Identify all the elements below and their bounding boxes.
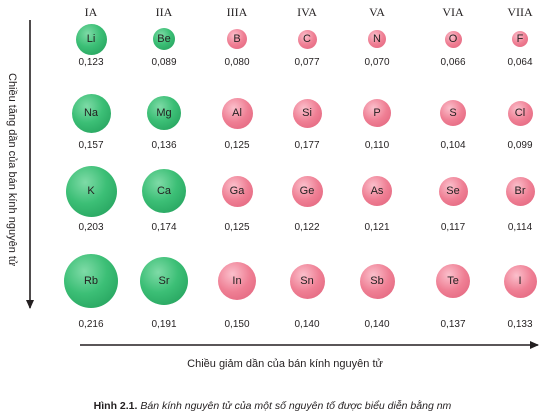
atom-br: Br [505,176,535,206]
atom-si: Si [292,98,322,128]
radius-value-br: 0,114 [507,222,533,233]
radius-value-ge: 0,122 [294,222,320,233]
atom-ge: Ge [291,175,323,207]
radius-value-ca: 0,174 [151,222,177,233]
radius-value-p: 0,110 [364,140,390,151]
radius-value-c: 0,077 [294,57,320,68]
radius-value-ga: 0,125 [224,222,250,233]
atom-se: Se [438,176,468,206]
radius-value-i: 0,133 [507,319,533,330]
radius-value-as: 0,121 [364,222,390,233]
atom-s: S [440,100,466,126]
radius-value-n: 0,070 [364,57,390,68]
atom-na: Na [71,93,111,133]
radius-value-f: 0,064 [507,57,533,68]
group-label-via: VIA [442,5,464,19]
atom-sn: Sn [289,263,325,299]
group-label-va: VA [369,5,385,19]
radius-value-na: 0,157 [78,140,104,151]
caption-title: Hình 2.1. [93,400,138,412]
atom-n: N [368,30,386,48]
radius-value-s: 0,104 [440,140,466,151]
radius-value-sr: 0,191 [151,319,177,330]
radius-value-se: 0,117 [440,222,466,233]
radius-value-sb: 0,140 [364,319,390,330]
atom-sb: Sb [359,263,395,299]
atom-o: O [444,30,462,48]
group-label-iva: IVA [297,5,317,19]
radius-value-al: 0,125 [224,140,250,151]
atom-te: Te [436,264,470,298]
atom-ca: Ca [142,169,186,213]
radius-value-b: 0,080 [224,57,250,68]
atom-sr: Sr [140,257,188,305]
radius-value-be: 0,089 [151,57,177,68]
radius-value-o: 0,066 [440,57,466,68]
atom-c: C [297,29,317,49]
radius-value-mg: 0,136 [151,140,177,151]
radius-value-k: 0,203 [78,222,104,233]
atom-be: Be [153,28,175,50]
atom-cl: Cl [507,100,533,126]
atom-li: Li [75,23,107,55]
radius-value-sn: 0,140 [294,319,320,330]
atom-i: I [503,264,537,298]
atom-mg: Mg [147,96,181,130]
caption-text: Bán kính nguyên tử của một số nguyên tố … [140,400,452,412]
atom-as: As [362,176,392,206]
group-label-viia: VIIA [507,5,533,19]
atom-p: P [363,99,391,127]
radius-value-si: 0,177 [294,140,320,151]
horizontal-axis-label: Chiều giảm dần của bán kính nguyên tử [187,358,383,370]
radius-value-cl: 0,099 [507,140,533,151]
atom-k: K [65,165,117,217]
vertical-axis-label: Chiều tăng dần của bán kính nguyên tử [6,73,18,267]
radius-value-li: 0,123 [78,57,104,68]
figure-caption: Hình 2.1. Bán kính nguyên tử của một số … [0,400,545,412]
group-label-iia: IIA [155,5,173,19]
radius-value-in: 0,150 [224,319,250,330]
atom-b: B [227,29,247,49]
radius-value-rb: 0,216 [78,319,104,330]
atom-f: F [512,31,528,47]
group-label-ia: IA [84,5,98,19]
atom-rb: Rb [64,254,118,308]
atom-in: In [218,262,256,300]
atom-ga: Ga [221,175,253,207]
group-label-iiia: IIIA [226,5,248,19]
atom-al: Al [221,97,253,129]
radius-value-te: 0,137 [440,319,466,330]
